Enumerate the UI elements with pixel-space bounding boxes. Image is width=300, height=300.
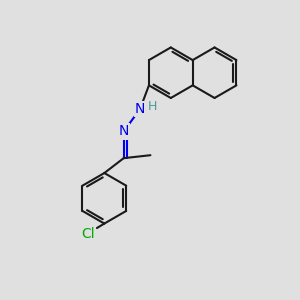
- Text: N: N: [118, 124, 129, 138]
- Text: N: N: [135, 102, 145, 116]
- Text: Cl: Cl: [81, 227, 95, 241]
- Text: H: H: [148, 100, 157, 113]
